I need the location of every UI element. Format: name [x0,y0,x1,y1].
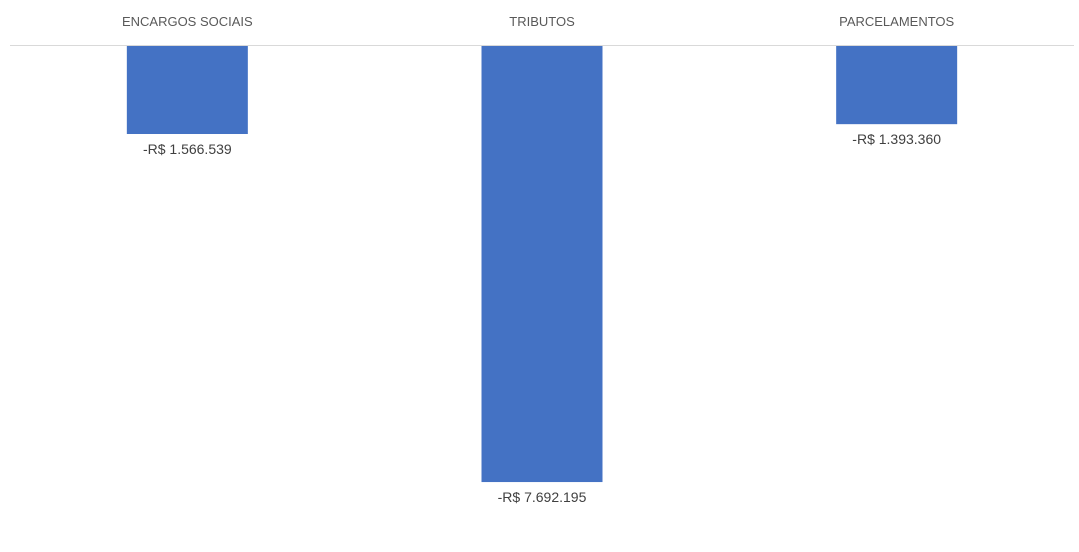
bar-0 [126,46,248,135]
bars [126,46,958,483]
category-label-2: PARCELAMENTOS [839,14,954,29]
category-label-1: TRIBUTOS [509,14,575,29]
bar-1 [481,46,603,483]
data-label-2: -R$ 1.393.360 [852,131,941,147]
bar-2 [836,46,958,125]
category-labels: ENCARGOS SOCIAIS TRIBUTOS PARCELAMENTOS [122,14,955,29]
data-labels: -R$ 1.566.539 -R$ 7.692.195 -R$ 1.393.360 [143,131,941,505]
data-label-1: -R$ 7.692.195 [498,489,587,505]
data-label-0: -R$ 1.566.539 [143,141,232,157]
category-label-0: ENCARGOS SOCIAIS [122,14,253,29]
